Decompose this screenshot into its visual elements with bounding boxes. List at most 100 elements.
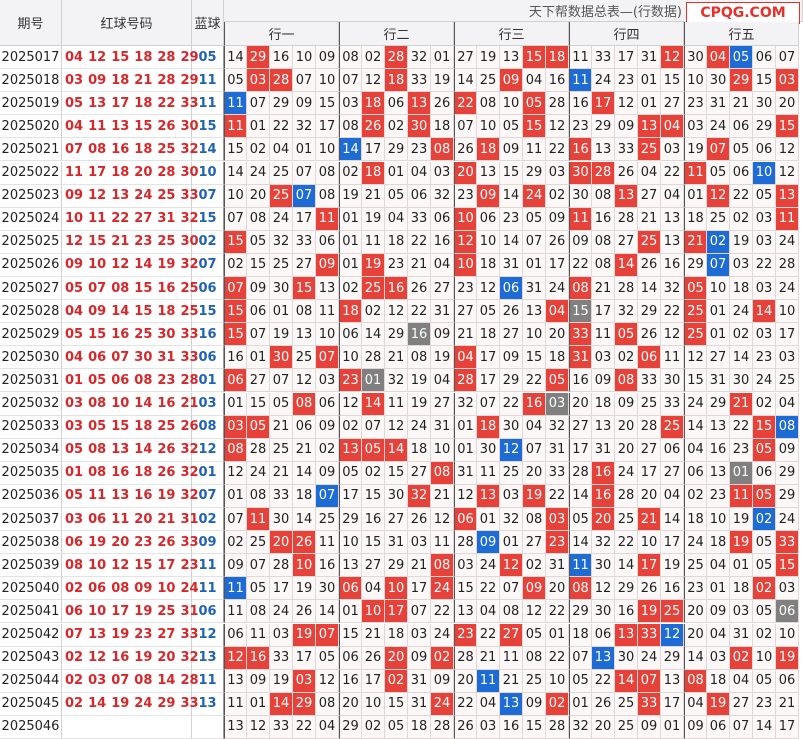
cell: 10 (776, 623, 799, 647)
cell: 29 (293, 692, 316, 716)
cell: 04 (431, 253, 454, 277)
cell: 08 (684, 669, 707, 693)
red-ball: 03 (65, 396, 84, 412)
red-ball: 06 (65, 603, 84, 619)
period: 2025042 (0, 623, 62, 647)
cell: 04 (638, 161, 661, 185)
blue-ball: 16 (192, 323, 224, 347)
cell: 17 (339, 484, 362, 508)
cell: 04 (523, 415, 546, 439)
red-ball: 18 (134, 465, 153, 481)
cell: 26 (638, 253, 661, 277)
cell: 14 (615, 253, 638, 277)
period: 2025022 (0, 161, 62, 185)
cell: 17 (477, 346, 500, 370)
cell: 01 (477, 508, 500, 532)
cell: 08 (592, 184, 615, 208)
period: 2025026 (0, 253, 62, 277)
cell: 30 (661, 369, 684, 393)
cell: 25 (684, 300, 707, 324)
cell: 16 (569, 369, 592, 393)
cell: 03 (454, 554, 477, 578)
cell: 07 (316, 346, 339, 370)
cell: 07 (523, 438, 546, 462)
blue-ball: 07 (192, 484, 224, 508)
cell: 11 (224, 600, 247, 624)
cell: 10 (316, 138, 339, 162)
cell: 16 (615, 600, 638, 624)
red-ball: 25 (157, 419, 176, 435)
cell: 24 (707, 115, 730, 139)
cell: 06 (684, 461, 707, 485)
cell: 09 (569, 230, 592, 254)
cell: 17 (638, 461, 661, 485)
cell: 26 (293, 531, 316, 555)
cell: 24 (730, 300, 753, 324)
red-ball: 10 (157, 580, 176, 596)
cell: 12 (546, 115, 569, 139)
cell: 33 (408, 69, 431, 93)
cell: 01 (224, 484, 247, 508)
cell: 21 (454, 323, 477, 347)
cell: 24 (592, 69, 615, 93)
cell: 02 (684, 484, 707, 508)
red-ball: 11 (65, 165, 84, 181)
cell: 06 (776, 600, 799, 624)
cell: 07 (707, 253, 730, 277)
cell: 04 (316, 715, 339, 739)
cell: 01 (707, 577, 730, 601)
cell: 27 (523, 531, 546, 555)
cell: 30 (730, 369, 753, 393)
cell: 05 (753, 184, 776, 208)
cell: 32 (546, 415, 569, 439)
cell: 20 (523, 461, 546, 485)
cell: 01 (339, 207, 362, 231)
cell: 01 (569, 692, 592, 716)
cell: 27 (638, 438, 661, 462)
cell: 15 (247, 253, 270, 277)
cell: 08 (224, 438, 247, 462)
cell: 31 (431, 415, 454, 439)
period: 2025028 (0, 300, 62, 324)
cell: 22 (661, 300, 684, 324)
cell: 31 (638, 46, 661, 70)
cell: 14 (661, 508, 684, 532)
red-ball: 08 (111, 280, 130, 296)
cell: 15 (385, 692, 408, 716)
cell: 07 (293, 161, 316, 185)
blue-ball: 14 (192, 138, 224, 162)
cell: 11 (776, 207, 799, 231)
red-balls: 07 08 16 18 25 32 (62, 138, 199, 162)
cell: 32 (431, 184, 454, 208)
blue-ball: 03 (192, 392, 224, 416)
cell: 25 (638, 230, 661, 254)
cell: 11 (316, 531, 339, 555)
red-ball: 04 (65, 49, 84, 65)
red-ball: 25 (180, 280, 199, 296)
cell: 26 (638, 323, 661, 347)
red-ball: 32 (180, 141, 199, 157)
cell: 29 (776, 461, 799, 485)
blue-ball: 07 (192, 184, 224, 208)
cell: 12 (224, 461, 247, 485)
cell: 01 (730, 461, 753, 485)
red-ball: 11 (88, 488, 107, 504)
red-ball: 08 (88, 141, 107, 157)
cell: 07 (454, 115, 477, 139)
cell: 18 (684, 207, 707, 231)
red-ball: 27 (134, 211, 153, 227)
cell: 11 (385, 392, 408, 416)
cell: 11 (477, 669, 500, 693)
cell: 24 (431, 692, 454, 716)
cell: 08 (339, 115, 362, 139)
cell: 16 (661, 253, 684, 277)
cell: 08 (592, 253, 615, 277)
cell: 06 (224, 623, 247, 647)
cell: 03 (247, 69, 270, 93)
red-ball: 19 (111, 627, 130, 643)
cell: 03 (730, 253, 753, 277)
red-balls: 01 08 16 18 26 32 (62, 461, 199, 485)
cell: 21 (500, 669, 523, 693)
group-header: 行一 (224, 22, 339, 46)
cell: 30 (684, 46, 707, 70)
